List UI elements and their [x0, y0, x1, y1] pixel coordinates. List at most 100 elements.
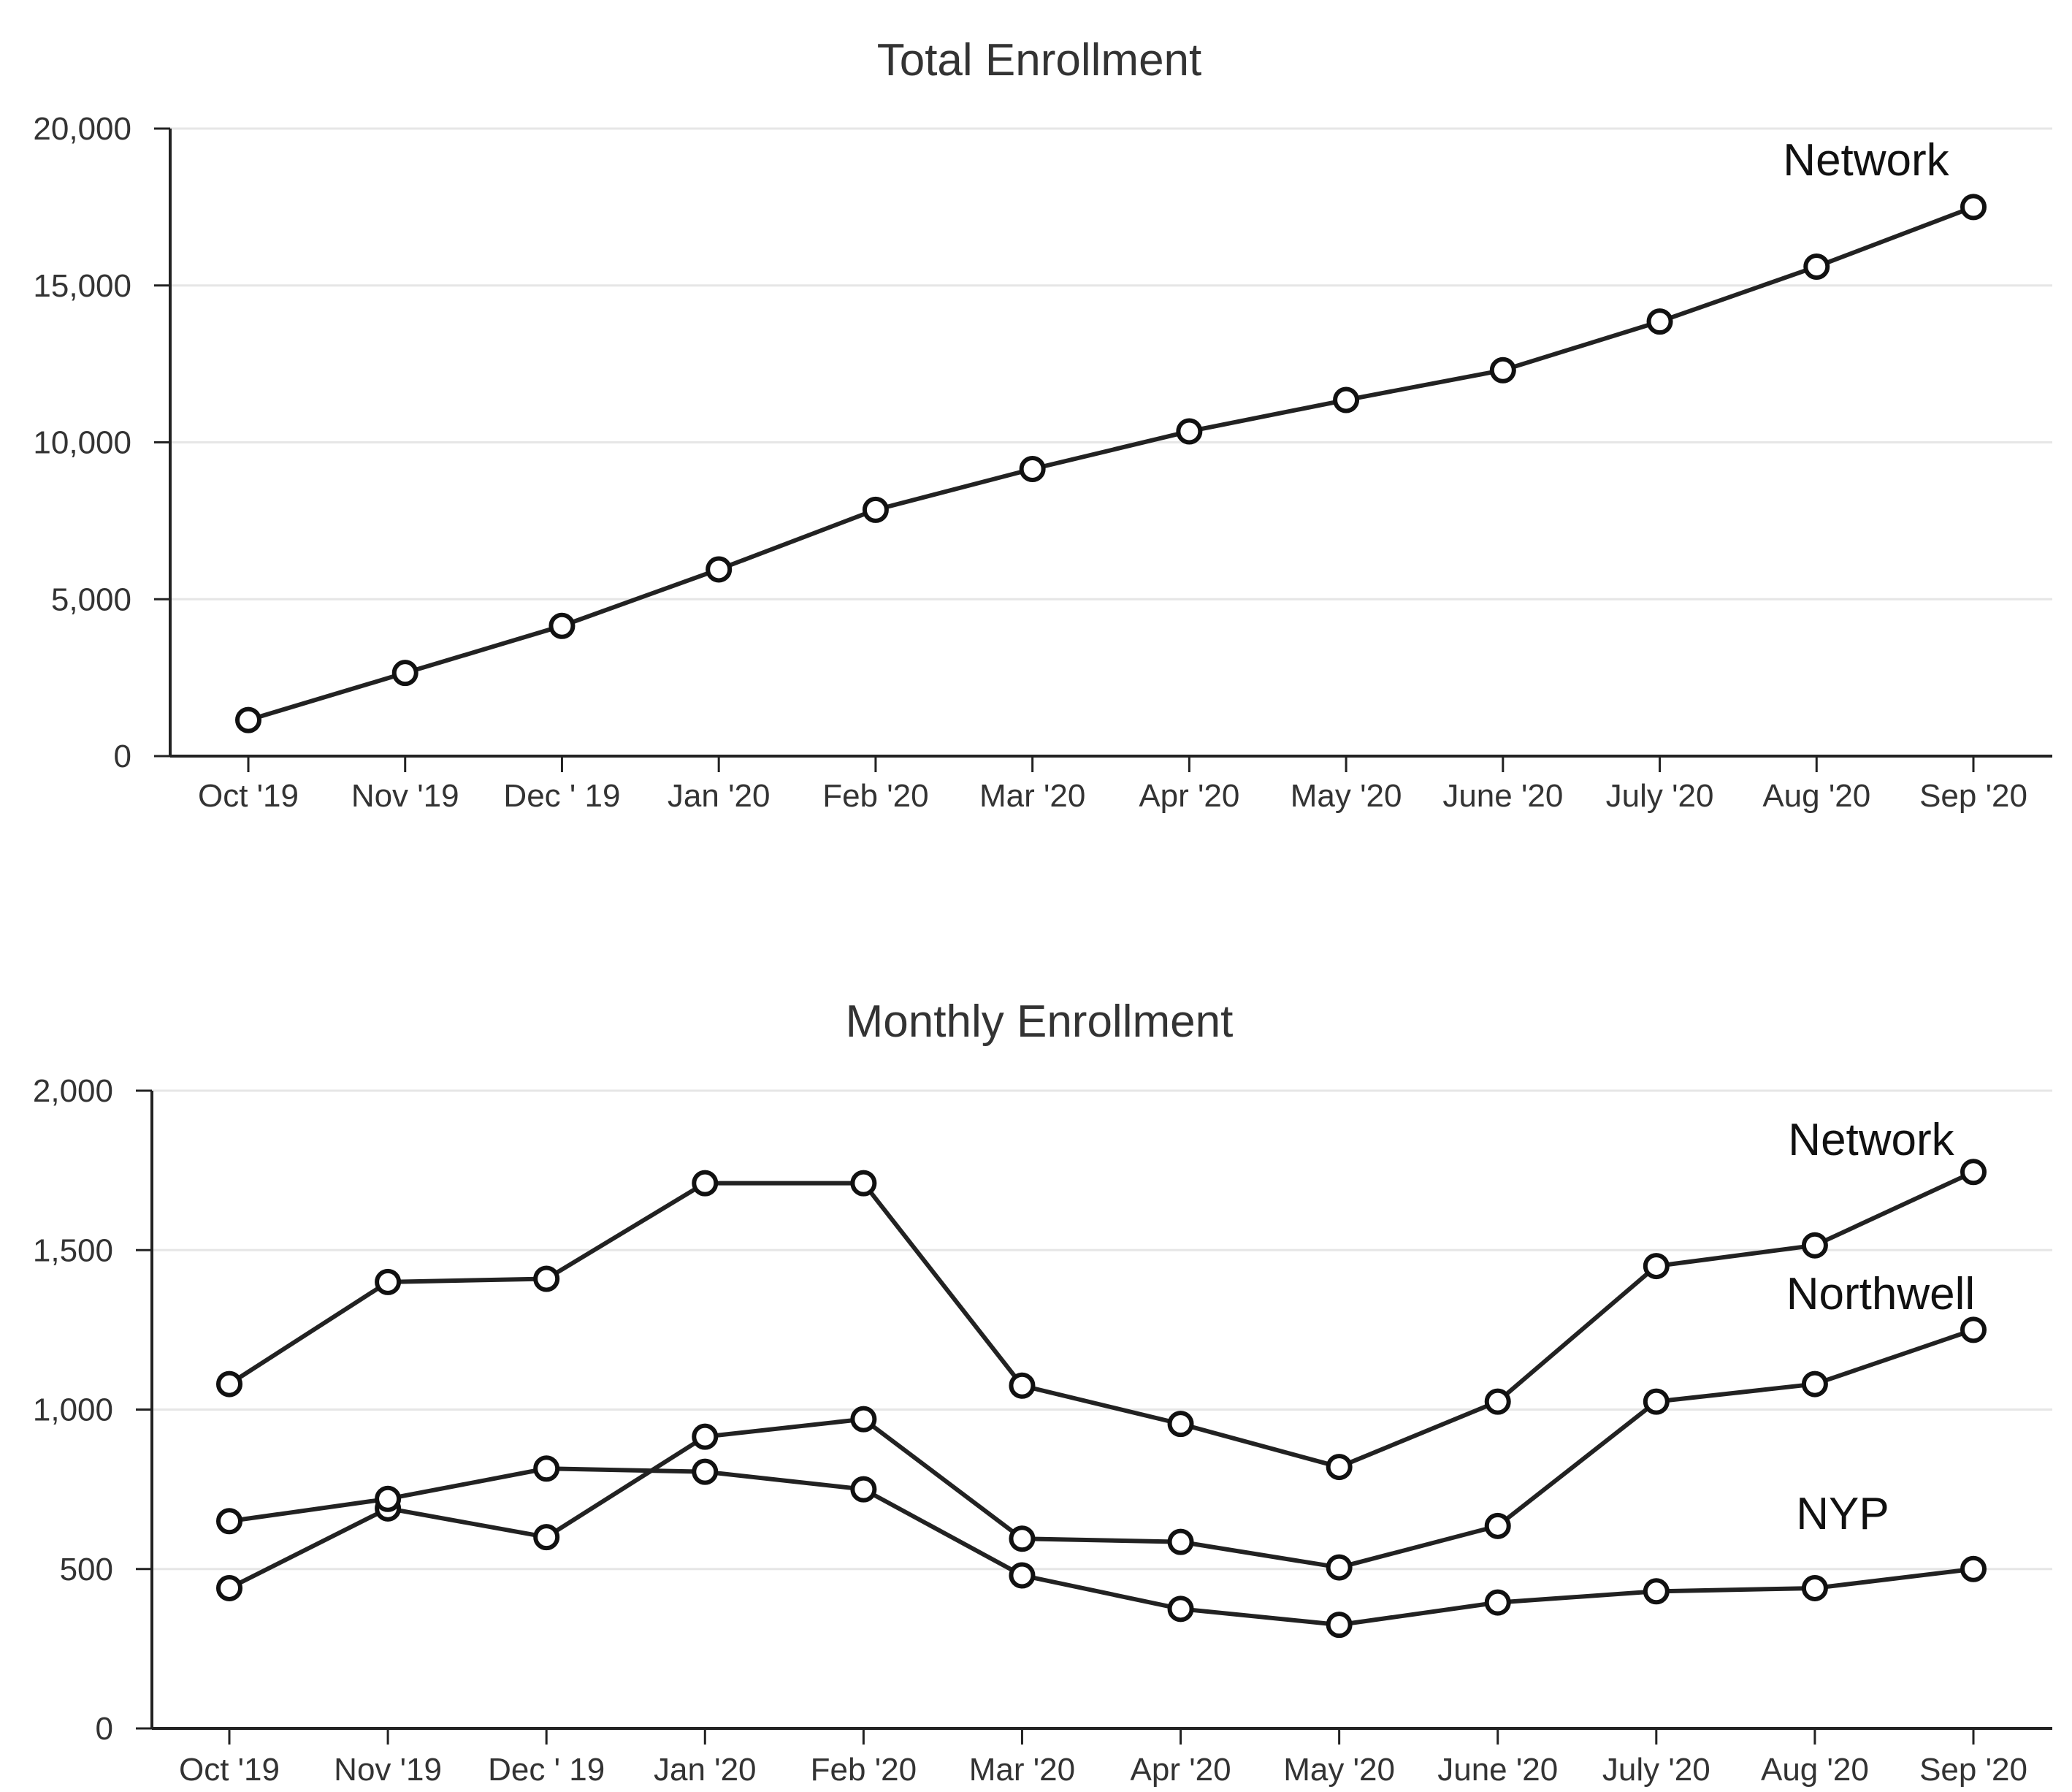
- data-point-nyp: [1484, 1589, 1511, 1616]
- data-point-northwell: [533, 1524, 560, 1551]
- data-point-network: [1333, 386, 1360, 413]
- x-tick-label: Feb '20: [811, 1752, 917, 1788]
- y-tick-label: 0: [96, 1711, 113, 1747]
- y-tick-label: 15,000: [33, 268, 131, 304]
- x-tick-label: Jan '20: [654, 1752, 757, 1788]
- x-tick-label: Sep '20: [1919, 1752, 2027, 1788]
- x-tick-label: July '20: [1606, 778, 1714, 814]
- data-point-network: [1326, 1454, 1353, 1481]
- series: [216, 1159, 1987, 1639]
- x-tick-label: June '20: [1437, 1752, 1558, 1788]
- series-line-northwell: [228, 1327, 1974, 1590]
- data-point-nyp: [1009, 1562, 1036, 1589]
- y-tick-label: 20,000: [33, 111, 131, 147]
- x-tick-label: Aug '20: [1761, 1752, 1869, 1788]
- x-ticks: Oct '19 Nov '19 Dec ' 19 Jan '20 Feb '20 Mar …: [179, 1728, 2027, 1788]
- series-label-network: Network: [1783, 135, 1949, 186]
- x-tick-label: Mar '20: [979, 778, 1085, 814]
- total-enrollment-chart: Total Enrollment 0 5,000 10,000 15,000 20,00…: [33, 35, 2052, 814]
- x-tick-label: Aug '20: [1762, 778, 1870, 814]
- x-tick-label: Sep '20: [1919, 778, 2027, 814]
- data-point-northwell: [1167, 1528, 1194, 1555]
- data-point-nyp: [850, 1476, 877, 1503]
- x-tick-label: Nov '19: [351, 778, 459, 814]
- data-point-network: [1803, 253, 1830, 280]
- data-point-northwell: [850, 1406, 877, 1433]
- series-line-network: [228, 1170, 1975, 1470]
- x-tick-label: Dec ' 19: [503, 778, 620, 814]
- data-point-network: [548, 612, 576, 639]
- data-point-network: [1643, 1253, 1670, 1280]
- x-tick-label: May '20: [1291, 778, 1402, 814]
- x-tick-label: Nov '19: [334, 1752, 442, 1788]
- series: [235, 194, 1987, 733]
- x-tick-label: Oct '19: [179, 1752, 280, 1788]
- series-line-nyp: [229, 1466, 1974, 1628]
- data-point-nyp: [375, 1485, 402, 1512]
- data-point-network: [1801, 1232, 1828, 1259]
- x-tick-label: June '20: [1442, 778, 1563, 814]
- gridlines: [152, 1089, 2052, 1571]
- data-point-network: [706, 556, 733, 583]
- data-point-nyp: [1960, 1555, 1987, 1582]
- data-point-northwell: [692, 1423, 719, 1450]
- x-tick-label: Jan '20: [668, 778, 771, 814]
- x-tick-label: Mar '20: [969, 1752, 1075, 1788]
- x-tick-label: Oct '19: [198, 778, 299, 814]
- data-point-nyp: [533, 1455, 560, 1482]
- y-tick-label: 0: [114, 739, 131, 774]
- data-point-network: [1167, 1411, 1194, 1438]
- y-ticks: 0 500 1,000 1,500 2,000: [33, 1073, 152, 1747]
- data-point-nyp: [216, 1508, 242, 1535]
- data-point-network: [235, 706, 261, 733]
- data-point-network: [862, 496, 889, 523]
- gridlines: [170, 127, 2052, 600]
- x-tick-label: Apr '20: [1139, 778, 1239, 814]
- data-point-network: [533, 1265, 560, 1292]
- data-point-nyp: [1326, 1612, 1353, 1639]
- data-point-network: [391, 660, 418, 687]
- data-point-northwell: [216, 1574, 242, 1601]
- x-tick-label: Apr '20: [1131, 1752, 1231, 1788]
- data-point-northwell: [1009, 1525, 1036, 1552]
- data-point-network: [1960, 1159, 1987, 1186]
- data-point-nyp: [692, 1458, 719, 1485]
- data-point-nyp: [1167, 1595, 1194, 1623]
- data-point-network: [1960, 194, 1987, 221]
- data-point-network: [1176, 418, 1203, 445]
- data-point-network: [216, 1370, 242, 1398]
- data-point-northwell: [1643, 1388, 1670, 1415]
- data-point-network: [850, 1170, 877, 1197]
- x-tick-label: Feb '20: [822, 778, 928, 814]
- series-line-network: [248, 205, 1975, 722]
- data-point-northwell: [1801, 1370, 1828, 1398]
- y-tick-label: 5,000: [51, 582, 131, 617]
- x-tick-label: May '20: [1283, 1752, 1395, 1788]
- series-label-nyp: NYP: [1796, 1489, 1889, 1539]
- data-point-network: [375, 1268, 402, 1295]
- data-point-nyp: [1643, 1578, 1670, 1605]
- monthly-enrollment-chart: Monthly Enrollment 0 500 1,000 1,500 2,000 O…: [33, 996, 2052, 1788]
- data-point-northwell: [1960, 1316, 1987, 1343]
- data-point-network: [1019, 456, 1046, 483]
- chart-title: Monthly Enrollment: [846, 996, 1234, 1047]
- chart-title: Total Enrollment: [877, 35, 1202, 85]
- data-point-network: [1646, 308, 1673, 335]
- y-tick-label: 500: [60, 1552, 113, 1587]
- x-ticks: Oct '19 Nov '19 Dec ' 19 Jan '20 Feb '20 Mar …: [198, 756, 2027, 814]
- y-tick-label: 10,000: [33, 425, 131, 461]
- y-ticks: 0 5,000 10,000 15,000 20,000: [33, 111, 170, 774]
- data-point-network: [692, 1170, 719, 1197]
- data-point-network: [1489, 357, 1516, 384]
- series-label-network: Network: [1788, 1115, 1954, 1165]
- series-label-northwell: Northwell: [1786, 1269, 1975, 1319]
- data-point-northwell: [1326, 1554, 1353, 1581]
- y-tick-label: 2,000: [33, 1073, 113, 1109]
- data-point-nyp: [1801, 1574, 1828, 1601]
- y-tick-label: 1,500: [33, 1232, 113, 1268]
- data-point-network: [1009, 1372, 1036, 1399]
- data-point-northwell: [1484, 1512, 1511, 1539]
- x-tick-label: Dec ' 19: [488, 1752, 605, 1788]
- y-tick-label: 1,000: [33, 1392, 113, 1428]
